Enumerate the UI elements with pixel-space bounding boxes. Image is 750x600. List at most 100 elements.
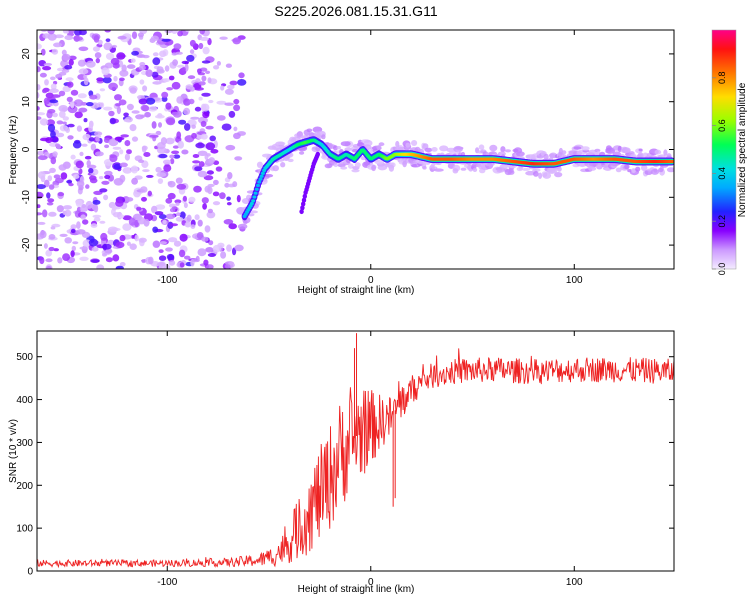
noise-blob [81,143,88,147]
noise-blob [74,111,83,119]
noise-blob [165,197,173,204]
track-halo [666,167,674,173]
noise-blob [207,77,212,84]
track-halo [631,168,636,173]
colorbar-ticks: 0.0 0.2 0.4 0.6 0.8 [712,72,727,275]
noise-blob [146,174,154,178]
y-tick-label: 0 [27,567,33,578]
noise-blob [113,212,121,218]
noise-blob [168,260,176,266]
noise-blob [205,247,214,253]
noise-blob [163,78,170,83]
noise-blob [49,167,56,173]
noise-blob [199,30,205,35]
noise-blob [103,106,113,111]
noise-blob [122,215,132,221]
noise-blob [162,159,172,165]
noise-blob [39,256,45,265]
track-halo [336,146,341,150]
noise-blob [99,188,108,193]
noise-blob [201,75,207,82]
noise-blob [189,39,196,47]
noise-blob [166,253,175,261]
noise-blob [154,211,164,216]
track-halo [433,168,444,172]
track-halo [287,158,294,163]
noise-blob [55,73,63,79]
noise-blob [44,79,49,86]
noise-blob [199,36,209,41]
noise-blob [202,203,208,210]
noise-blob [176,96,184,104]
noise-blob [116,52,126,60]
noise-blob [175,212,181,217]
heatmap-x-axis-label: Height of straight line (km) [298,285,415,296]
noise-blob [128,217,136,226]
track-halo [452,168,459,174]
noise-blob [37,155,48,161]
noise-blob [37,212,43,216]
track-halo [299,151,305,155]
track-halo [333,163,338,168]
noise-blob [116,106,121,115]
noise-blob [72,141,82,149]
noise-blob [212,201,221,206]
noise-blob [189,49,195,54]
noise-blob [76,221,81,230]
noise-blob [58,105,68,112]
track-core [259,174,264,178]
noise-blob [207,208,213,214]
noise-blob [184,255,191,260]
noise-blob [184,221,192,228]
noise-blob [219,192,226,200]
noise-blob [157,178,164,185]
noise-blob [202,46,210,55]
noise-blob [197,248,207,257]
noise-blob [90,143,97,151]
noise-blob [179,233,188,242]
noise-blob [94,52,102,59]
snr-series-line [37,348,674,569]
track-halo [472,167,478,172]
noise-blob [112,254,120,262]
noise-blob [234,156,243,161]
noise-blob [76,180,85,188]
noise-blob [165,247,173,252]
track-halo [395,140,400,148]
noise-blob [178,249,186,258]
track-halo [340,141,351,147]
noise-blob [94,131,103,136]
noise-blob [37,116,42,120]
track-halo [402,160,407,168]
noise-blob [165,102,172,110]
noise-blob [90,223,98,228]
noise-blob [119,149,124,155]
noise-blob [134,234,139,242]
noise-blob [177,30,184,37]
noise-blob [117,35,127,40]
noise-blob [149,134,159,138]
noise-blob [125,197,134,202]
track-halo [371,164,376,172]
noise-blob [141,145,147,153]
noise-blob [219,36,228,40]
noise-blob [107,239,115,246]
noise-blob [75,160,84,169]
noise-blob [96,264,105,269]
noise-blob [58,110,66,118]
secondary-track [301,201,306,207]
noise-blob [88,168,94,174]
noise-blob [170,158,175,165]
track-halo [533,171,539,177]
noise-blob [152,226,159,233]
noise-blob [202,111,210,119]
noise-blob [145,97,156,105]
noise-blob [137,217,146,225]
noise-blob [181,60,189,65]
noise-blob [151,205,158,214]
noise-blob [183,107,191,115]
noise-blob [193,185,202,193]
noise-blob [203,259,209,266]
noise-blob [194,214,200,221]
noise-blob [129,243,137,250]
